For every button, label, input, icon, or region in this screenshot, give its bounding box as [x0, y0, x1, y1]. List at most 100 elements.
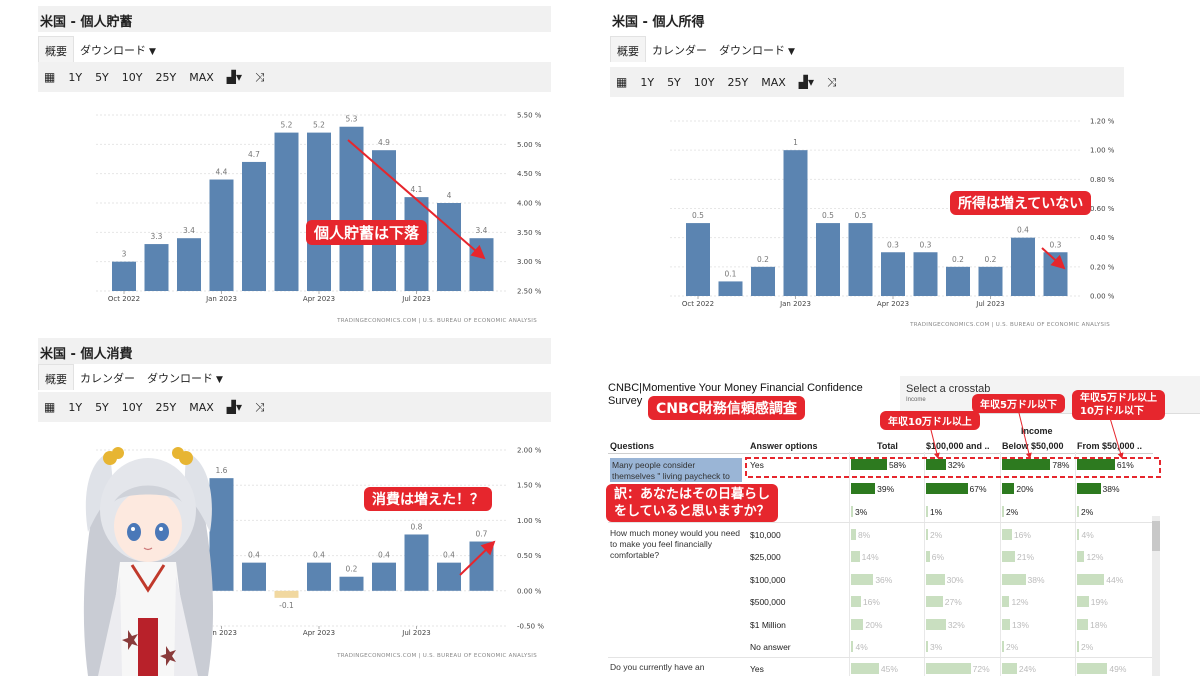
data-label: 0.8	[411, 522, 423, 531]
data-label: 4.1	[411, 185, 423, 194]
x-tick-label: Apr 2023	[303, 629, 335, 637]
percent-bar	[1002, 596, 1010, 607]
bar	[404, 534, 429, 591]
data-label: 3	[122, 250, 127, 259]
tab-calendar[interactable]: カレンダー	[652, 44, 707, 57]
data-label: 0.7	[476, 530, 488, 539]
tab-download[interactable]: ダウンロード ▼	[713, 36, 801, 62]
column-header[interactable]: Answer options	[750, 441, 818, 451]
y-tick-label: 4.50 %	[517, 170, 542, 178]
data-label: 5.2	[281, 121, 293, 130]
chart-type-icon[interactable]: ▟▾	[226, 400, 243, 414]
answer-option: No answer	[750, 642, 791, 652]
y-tick-label: 1.50 %	[517, 482, 542, 490]
tab-download-label: ダウンロード	[147, 372, 213, 385]
range-10y-button[interactable]: 10Y	[121, 400, 143, 414]
spending-callout: 消費は増えた！？	[364, 487, 492, 511]
bar	[751, 266, 775, 296]
answer-option: $100,000	[750, 575, 786, 585]
range-max-button[interactable]: MAX	[189, 400, 214, 414]
question-text: Many people consider themselves " living…	[610, 458, 742, 482]
bar	[848, 223, 873, 296]
highlight-dashed-box	[745, 457, 1161, 478]
column-header[interactable]: $100,000 and ..	[926, 441, 990, 451]
bar	[274, 590, 299, 598]
bar	[242, 562, 266, 591]
tab-download[interactable]: ダウンロード ▼	[74, 36, 162, 62]
percent-value: 45%	[880, 664, 898, 674]
percent-value: 14%	[861, 552, 879, 562]
percent-bar	[926, 663, 971, 674]
tab-download-label: ダウンロード	[80, 44, 146, 57]
percent-bar	[926, 506, 928, 517]
range-1y-button[interactable]: 1Y	[68, 70, 83, 84]
range-5y-button[interactable]: 5Y	[95, 70, 109, 84]
shuffle-icon[interactable]: ⤨	[255, 399, 265, 414]
y-tick-label: 0.40 %	[1090, 234, 1115, 242]
percent-bar	[1077, 529, 1080, 540]
y-tick-label: 2.50 %	[517, 288, 542, 296]
percent-value: 61%	[1116, 460, 1134, 470]
range-5y-button[interactable]: 5Y	[95, 400, 109, 414]
table-icon[interactable]: ▦	[44, 400, 56, 414]
range-10y-button[interactable]: 10Y	[693, 75, 715, 89]
column-divider	[1000, 452, 1001, 676]
percent-bar	[1077, 506, 1079, 517]
income-tabs: 概要 カレンダー ダウンロード ▼	[610, 36, 801, 62]
tab-overview[interactable]: 概要	[38, 364, 74, 390]
y-tick-label: 5.00 %	[517, 141, 542, 149]
percent-bar	[1002, 641, 1004, 652]
x-tick-label: Jul 2023	[401, 295, 431, 303]
range-1y-button[interactable]: 1Y	[68, 400, 83, 414]
percent-bar	[851, 483, 876, 494]
crosstab-placeholder: Select a crosstab	[906, 383, 991, 395]
spending-title: 米国 - 個人消費	[38, 338, 551, 364]
tab-overview[interactable]: 概要	[38, 36, 74, 62]
column-header[interactable]: From $50,000 ..	[1077, 441, 1143, 451]
x-tick-label: Jan 2023	[779, 300, 811, 308]
source-credit: TRADINGECONOMICS.COM | U.S. BUREAU OF EC…	[909, 322, 1110, 328]
percent-bar	[851, 596, 861, 607]
percent-value: 32%	[947, 460, 965, 470]
chart-type-icon[interactable]: ▟▾	[226, 70, 243, 84]
shuffle-icon[interactable]: ⤨	[255, 69, 265, 84]
data-label: 4	[447, 191, 452, 200]
tab-download[interactable]: ダウンロード ▼	[141, 364, 229, 390]
range-25y-button[interactable]: 25Y	[727, 75, 749, 89]
table-icon[interactable]: ▦	[616, 75, 628, 89]
column-header[interactable]: Below $50,000	[1002, 441, 1064, 451]
data-label: 0.3	[887, 240, 899, 249]
column-header[interactable]: Questions	[610, 441, 655, 451]
answer-option: $500,000	[750, 597, 786, 607]
y-tick-label: 1.20 %	[1090, 118, 1115, 126]
chart-type-icon[interactable]: ▟▾	[798, 75, 815, 89]
range-5y-button[interactable]: 5Y	[667, 75, 681, 89]
percent-bar	[1077, 551, 1085, 562]
spending-tabs: 概要 カレンダー ダウンロード ▼	[38, 364, 229, 390]
scrollbar-thumb[interactable]	[1152, 521, 1160, 551]
column-header[interactable]: Total	[877, 441, 898, 451]
income-toolbar: ▦ 1Y 5Y 10Y 25Y MAX ▟▾ ⤨	[610, 67, 1124, 97]
range-max-button[interactable]: MAX	[761, 75, 786, 89]
range-max-button[interactable]: MAX	[189, 70, 214, 84]
percent-bar	[851, 506, 853, 517]
percent-bar	[1002, 459, 1051, 470]
tab-overview[interactable]: 概要	[610, 36, 646, 62]
range-1y-button[interactable]: 1Y	[640, 75, 655, 89]
range-25y-button[interactable]: 25Y	[155, 70, 177, 84]
table-icon[interactable]: ▦	[44, 70, 56, 84]
percent-bar	[1002, 574, 1026, 585]
scrollbar-track[interactable]	[1152, 516, 1160, 676]
savings-callout: 個人貯蓄は下落	[306, 220, 428, 245]
bar	[209, 478, 234, 591]
tab-calendar[interactable]: カレンダー	[80, 372, 135, 385]
percent-value: 32%	[947, 620, 965, 630]
percent-value: 4%	[1081, 530, 1094, 540]
answer-option: $10,000	[750, 530, 781, 540]
range-25y-button[interactable]: 25Y	[155, 400, 177, 414]
bar	[1011, 237, 1035, 296]
shuffle-icon[interactable]: ⤨	[827, 74, 837, 89]
range-10y-button[interactable]: 10Y	[121, 70, 143, 84]
question-text: How much money would you need to make yo…	[610, 528, 740, 560]
percent-value: 12%	[1086, 552, 1104, 562]
